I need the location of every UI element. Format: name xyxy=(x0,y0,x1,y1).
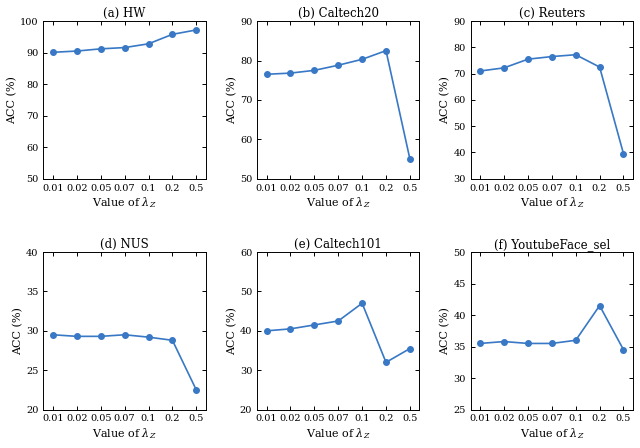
Title: (b) Caltech20: (b) Caltech20 xyxy=(298,7,379,20)
X-axis label: Value of $\lambda_Z$: Value of $\lambda_Z$ xyxy=(92,426,157,441)
Title: (f) YoutubeFace_sel: (f) YoutubeFace_sel xyxy=(493,238,610,251)
X-axis label: Value of $\lambda_Z$: Value of $\lambda_Z$ xyxy=(520,195,584,210)
Title: (d) NUS: (d) NUS xyxy=(100,238,149,251)
Y-axis label: ACC (%): ACC (%) xyxy=(7,76,17,124)
Y-axis label: ACC (%): ACC (%) xyxy=(13,307,24,355)
Title: (e) Caltech101: (e) Caltech101 xyxy=(294,238,382,251)
Y-axis label: ACC (%): ACC (%) xyxy=(440,307,451,355)
X-axis label: Value of $\lambda_Z$: Value of $\lambda_Z$ xyxy=(520,426,584,441)
Title: (a) HW: (a) HW xyxy=(104,7,146,20)
X-axis label: Value of $\lambda_Z$: Value of $\lambda_Z$ xyxy=(306,426,371,441)
Y-axis label: ACC (%): ACC (%) xyxy=(440,76,451,124)
Y-axis label: ACC (%): ACC (%) xyxy=(227,76,237,124)
X-axis label: Value of $\lambda_Z$: Value of $\lambda_Z$ xyxy=(306,195,371,210)
Title: (c) Reuters: (c) Reuters xyxy=(518,7,585,20)
Y-axis label: ACC (%): ACC (%) xyxy=(227,307,237,355)
X-axis label: Value of $\lambda_Z$: Value of $\lambda_Z$ xyxy=(92,195,157,210)
